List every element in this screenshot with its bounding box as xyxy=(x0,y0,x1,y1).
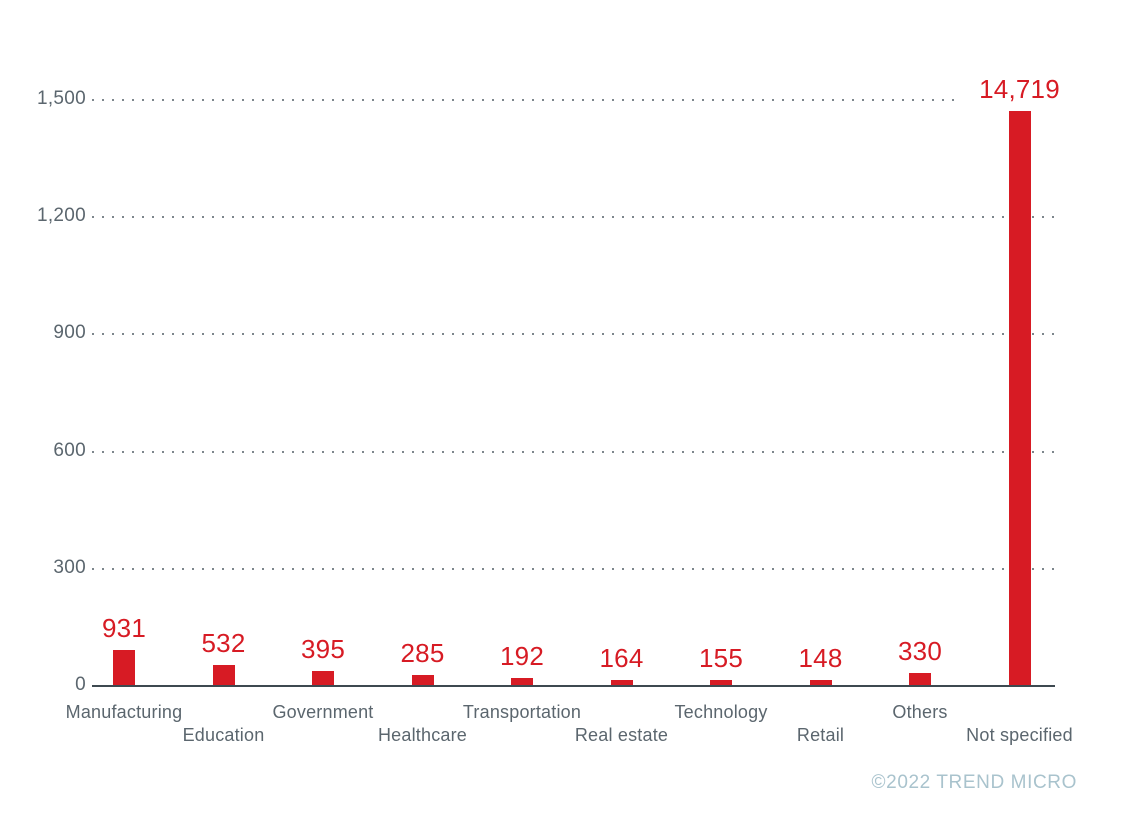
bar-manufacturing xyxy=(113,650,135,686)
gridline-900 xyxy=(92,333,1058,336)
bar-technology xyxy=(710,680,732,686)
x-axis-label-education: Education xyxy=(182,725,265,745)
y-axis-tick-label: 1,500 xyxy=(36,88,86,109)
y-axis-tick-label: 1,200 xyxy=(36,205,86,227)
gridline-300 xyxy=(92,567,1058,570)
y-axis-tick-label: 0 xyxy=(75,674,86,695)
bar-others xyxy=(909,673,931,686)
gridline-1,200 xyxy=(92,216,1058,219)
x-axis-label-transportation: Transportation xyxy=(462,702,582,722)
x-axis-label-technology: Technology xyxy=(674,702,768,722)
x-axis-label-government: Government xyxy=(272,702,374,722)
bar-real-estate xyxy=(610,680,633,686)
x-axis-label-real-estate: Real estate xyxy=(574,725,669,745)
x-axis-label-not-specified: Not specified xyxy=(966,725,1073,745)
bar-healthcare xyxy=(411,675,434,686)
x-axis-label-retail: Retail xyxy=(796,725,845,745)
y-axis-tick-label: 300 xyxy=(53,556,86,578)
x-axis-label-others: Others xyxy=(892,702,948,722)
y-axis-tick-label: 600 xyxy=(53,439,86,461)
copyright-text: ©2022 TREND MICRO xyxy=(871,772,1077,793)
bar-retail xyxy=(809,680,832,686)
bar-value-label: 330 xyxy=(860,637,980,665)
bar-government xyxy=(312,671,334,686)
bar-value-label: 14,719 xyxy=(959,75,1080,103)
x-axis-label-manufacturing: Manufacturing xyxy=(65,702,183,722)
gridline-600 xyxy=(92,450,1058,453)
bar-not-specified xyxy=(1008,111,1031,686)
gridline-1,500 xyxy=(92,99,1058,101)
y-axis-tick-label: 900 xyxy=(53,322,86,344)
x-axis-line xyxy=(92,685,1055,687)
bar-transportation xyxy=(511,678,533,686)
x-axis-label-healthcare: Healthcare xyxy=(377,725,468,745)
bar-education xyxy=(212,665,235,686)
